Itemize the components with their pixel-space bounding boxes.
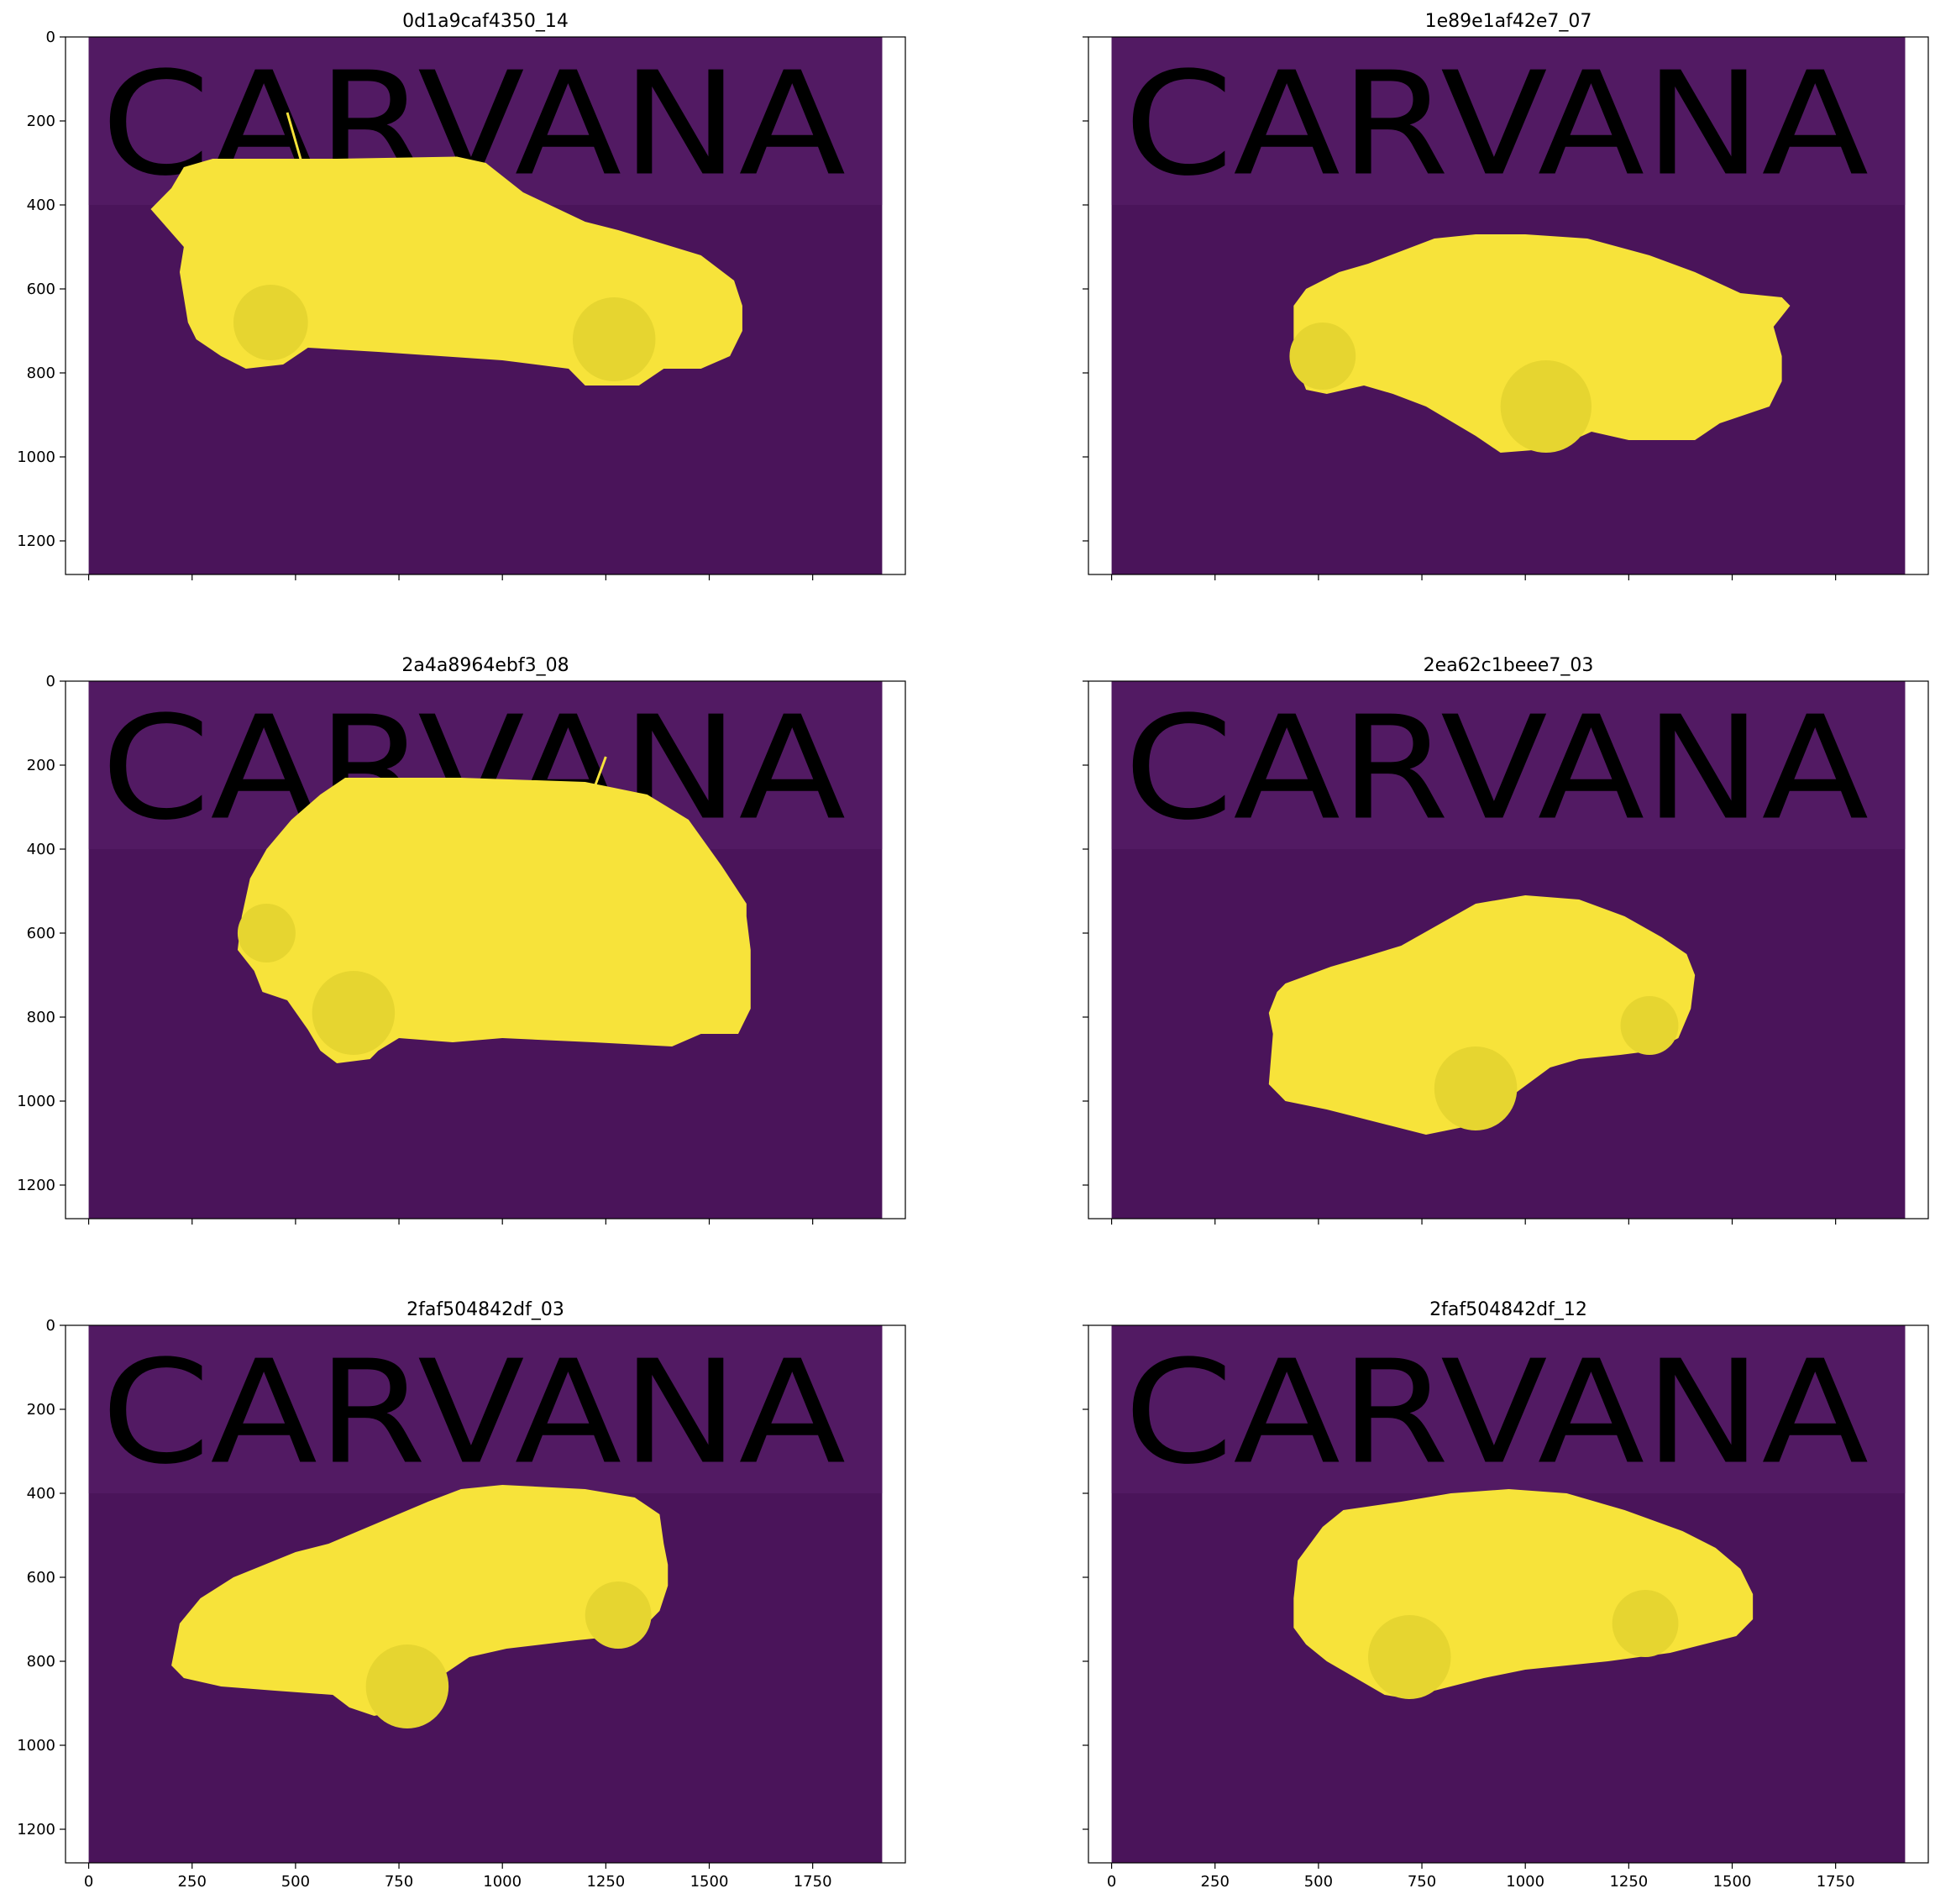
mask-image: CARVANA bbox=[88, 37, 883, 574]
panel-title: 2a4a8964ebf3_08 bbox=[401, 655, 569, 676]
watermark-text: CARVANA bbox=[1124, 684, 1869, 851]
car-wheel bbox=[1500, 360, 1592, 453]
y-tick-label: 1000 bbox=[17, 448, 55, 466]
axes-frame bbox=[1088, 1324, 1929, 1864]
backdrop-wall bbox=[1111, 37, 1906, 205]
watermark-text: CARVANA bbox=[1124, 40, 1869, 207]
mask-image: CARVANA bbox=[88, 1325, 883, 1863]
car-wheel bbox=[365, 1644, 449, 1728]
axes-frame bbox=[1088, 680, 1929, 1220]
x-tick-label: 750 bbox=[385, 1873, 413, 1891]
x-tick-label: 1250 bbox=[1609, 1873, 1648, 1891]
panel-4: CARVANA 2ea62c1beee7_03 bbox=[1083, 655, 1929, 1225]
panel-title: 1e89e1af42e7_07 bbox=[1425, 11, 1592, 32]
y-tick-label: 1000 bbox=[17, 1093, 55, 1110]
x-tick-label: 0 bbox=[84, 1873, 93, 1891]
backdrop-wall bbox=[1111, 681, 1906, 849]
backdrop-wall bbox=[88, 1325, 883, 1493]
car-antenna bbox=[286, 112, 303, 164]
car-wheel bbox=[237, 904, 296, 962]
x-tick-label: 1750 bbox=[1817, 1873, 1855, 1891]
y-tick-label: 1200 bbox=[17, 532, 55, 550]
axes-frame bbox=[65, 36, 906, 575]
y-tick-label: 800 bbox=[27, 1653, 55, 1671]
x-tick-label: 1000 bbox=[483, 1873, 522, 1891]
y-tick-label: 200 bbox=[27, 113, 55, 130]
x-tick-label: 1000 bbox=[1506, 1873, 1544, 1891]
y-tick-label: 400 bbox=[27, 841, 55, 858]
car-wheel bbox=[1620, 996, 1679, 1055]
y-tick-label: 1200 bbox=[17, 1821, 55, 1838]
y-tick-label: 600 bbox=[27, 1569, 55, 1587]
y-tick-label: 600 bbox=[27, 281, 55, 298]
car-wheel bbox=[233, 285, 308, 360]
car-wheel bbox=[1434, 1046, 1518, 1130]
car-silhouette bbox=[171, 1485, 669, 1716]
car-wheel bbox=[1612, 1590, 1679, 1657]
panel-2: CARVANA 1e89e1af42e7_07 bbox=[1083, 11, 1929, 580]
x-tick-label: 1250 bbox=[586, 1873, 625, 1891]
panel-3: CARVANA 2a4a8964ebf3_08 0 200 400 600 800 1000 1… bbox=[17, 655, 906, 1225]
watermark-text: CARVANA bbox=[1124, 1329, 1869, 1495]
x-tick-label: 750 bbox=[1408, 1873, 1436, 1891]
panel-5: CARVANA 2faf504842df_03 0 200 400 600 800 1000 1… bbox=[17, 1299, 906, 1891]
car-wheel bbox=[585, 1581, 652, 1649]
panel-title: 2faf504842df_12 bbox=[1429, 1299, 1587, 1320]
y-tick-label: 600 bbox=[27, 925, 55, 942]
mask-image: CARVANA bbox=[88, 681, 883, 1219]
x-tick-label: 1500 bbox=[690, 1873, 729, 1891]
car-wheel bbox=[1289, 323, 1356, 390]
panel-title: 2faf504842df_03 bbox=[406, 1299, 564, 1320]
panel-6: CARVANA 2faf504842df_12 0 250 500 750 1000 1250… bbox=[1083, 1299, 1929, 1891]
x-tick-label: 500 bbox=[1304, 1873, 1333, 1891]
x-tick-label: 500 bbox=[281, 1873, 310, 1891]
y-tick-label: 0 bbox=[46, 1317, 55, 1335]
axes-frame bbox=[65, 680, 906, 1220]
axes-frame bbox=[1088, 36, 1929, 575]
panel-title: 0d1a9caf4350_14 bbox=[402, 11, 569, 32]
car-wheel bbox=[1368, 1615, 1451, 1699]
car-antenna bbox=[592, 756, 607, 791]
panel-1: CARVANA 0d1a9caf4350_14 0 200 400 600 800 1000 1… bbox=[17, 11, 906, 580]
y-tick-label: 1000 bbox=[17, 1737, 55, 1755]
y-tick-label: 800 bbox=[27, 365, 55, 382]
x-tick-label: 250 bbox=[178, 1873, 207, 1891]
x-tick-label: 1500 bbox=[1713, 1873, 1752, 1891]
car-silhouette bbox=[1293, 234, 1791, 453]
backdrop-wall bbox=[1111, 1325, 1906, 1493]
panel-title: 2ea62c1beee7_03 bbox=[1424, 655, 1594, 676]
y-tick-label: 800 bbox=[27, 1009, 55, 1026]
watermark-text: CARVANA bbox=[101, 1329, 846, 1495]
car-wheel bbox=[312, 971, 396, 1055]
y-tick-label: 400 bbox=[27, 197, 55, 214]
y-tick-label: 0 bbox=[46, 673, 55, 690]
car-silhouette bbox=[1268, 895, 1696, 1135]
x-tick-label: 0 bbox=[1107, 1873, 1116, 1891]
y-tick-label: 200 bbox=[27, 757, 55, 774]
axes-frame bbox=[65, 1324, 906, 1864]
y-tick-label: 1200 bbox=[17, 1177, 55, 1194]
mask-image: CARVANA bbox=[1111, 1325, 1906, 1863]
car-wheel bbox=[572, 297, 656, 381]
y-tick-label: 200 bbox=[27, 1401, 55, 1419]
mask-image: CARVANA bbox=[1111, 681, 1906, 1219]
y-tick-label: 400 bbox=[27, 1485, 55, 1503]
x-tick-label: 250 bbox=[1201, 1873, 1230, 1891]
y-tick-label: 0 bbox=[46, 29, 55, 46]
mask-image: CARVANA bbox=[1111, 37, 1906, 574]
x-tick-label: 1750 bbox=[794, 1873, 832, 1891]
